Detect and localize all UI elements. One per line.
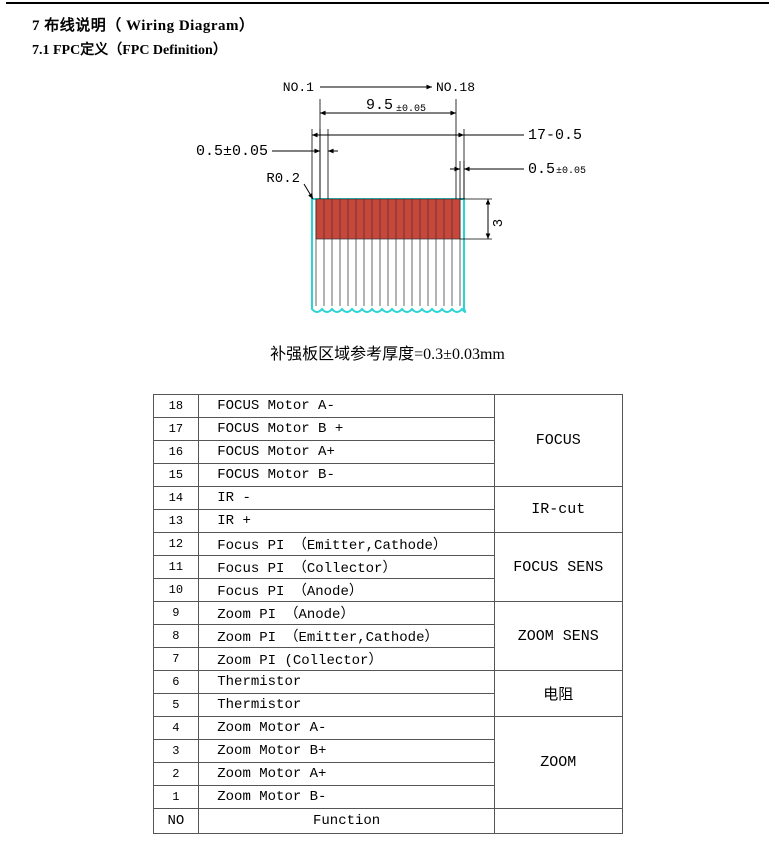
pin-function: FOCUS Motor A+ — [199, 441, 495, 464]
pin-function: IR + — [199, 510, 495, 533]
diagram-caption: 补强板区域参考厚度=0.3±0.03mm — [6, 340, 769, 364]
pin-group: IR-cut — [494, 487, 622, 533]
svg-text:NO.1: NO.1 — [282, 80, 313, 95]
pin-number: 17 — [153, 418, 199, 441]
pin-number: 9 — [153, 602, 199, 625]
pin-function: FOCUS Motor B- — [199, 464, 495, 487]
pin-number: 15 — [153, 464, 199, 487]
pin-function: FOCUS Motor B + — [199, 418, 495, 441]
svg-text:9.5: 9.5 — [366, 97, 393, 114]
table-header-function: Function — [199, 809, 495, 834]
pin-function: Thermistor — [199, 671, 495, 694]
pin-number: 12 — [153, 533, 199, 556]
pin-number: 11 — [153, 556, 199, 579]
pin-number: 2 — [153, 763, 199, 786]
svg-text:0.5±0.05: 0.5±0.05 — [195, 143, 267, 160]
fpc-diagram: NO.1NO.189.5±0.050.5±0.05R0.217-0.50.5±0… — [6, 69, 769, 324]
pin-function: Focus PI （Anode） — [199, 579, 495, 602]
pin-function: Focus PI （Emitter,Cathode） — [199, 533, 495, 556]
pin-group: FOCUS — [494, 395, 622, 487]
table-header-blank — [494, 809, 622, 834]
svg-text:R0.2: R0.2 — [266, 171, 300, 187]
pin-number: 5 — [153, 694, 199, 717]
pin-function: Zoom PI （Emitter,Cathode） — [199, 625, 495, 648]
pin-group: ZOOM SENS — [494, 602, 622, 671]
pin-function: IR - — [199, 487, 495, 510]
pin-function: Zoom Motor A- — [199, 717, 495, 740]
svg-text:3: 3 — [491, 219, 507, 227]
pin-function: Thermistor — [199, 694, 495, 717]
pin-group: ZOOM — [494, 717, 622, 809]
pin-number: 16 — [153, 441, 199, 464]
pin-number: 4 — [153, 717, 199, 740]
pin-function: Zoom Motor A+ — [199, 763, 495, 786]
subsection-heading: 7.1 FPC定义（FPC Definition） — [32, 39, 769, 59]
pin-function: FOCUS Motor A- — [199, 395, 495, 418]
svg-text:17-0.5: 17-0.5 — [528, 127, 582, 144]
svg-text:NO.18: NO.18 — [436, 80, 475, 95]
pin-function: Zoom Motor B+ — [199, 740, 495, 763]
pin-number: 14 — [153, 487, 199, 510]
pin-definition-table: 18FOCUS Motor A-FOCUS17FOCUS Motor B +16… — [153, 394, 623, 834]
pin-number: 10 — [153, 579, 199, 602]
pin-number: 13 — [153, 510, 199, 533]
pin-function: Zoom PI （Anode） — [199, 602, 495, 625]
pin-number: 3 — [153, 740, 199, 763]
pin-number: 8 — [153, 625, 199, 648]
svg-text:0.5: 0.5 — [528, 161, 555, 178]
pin-number: 7 — [153, 648, 199, 671]
pin-number: 1 — [153, 786, 199, 809]
pin-group: 电阻 — [494, 671, 622, 717]
pin-function: Zoom PI (Collector） — [199, 648, 495, 671]
section-heading: 7 布线说明（ Wiring Diagram） — [32, 14, 769, 35]
svg-text:±0.05: ±0.05 — [556, 166, 586, 177]
pin-number: 6 — [153, 671, 199, 694]
pin-function: Zoom Motor B- — [199, 786, 495, 809]
pin-group: FOCUS SENS — [494, 533, 622, 602]
pin-number: 18 — [153, 395, 199, 418]
svg-text:±0.05: ±0.05 — [396, 104, 426, 115]
table-header-no: NO — [153, 809, 199, 834]
pin-function: Focus PI （Collector） — [199, 556, 495, 579]
